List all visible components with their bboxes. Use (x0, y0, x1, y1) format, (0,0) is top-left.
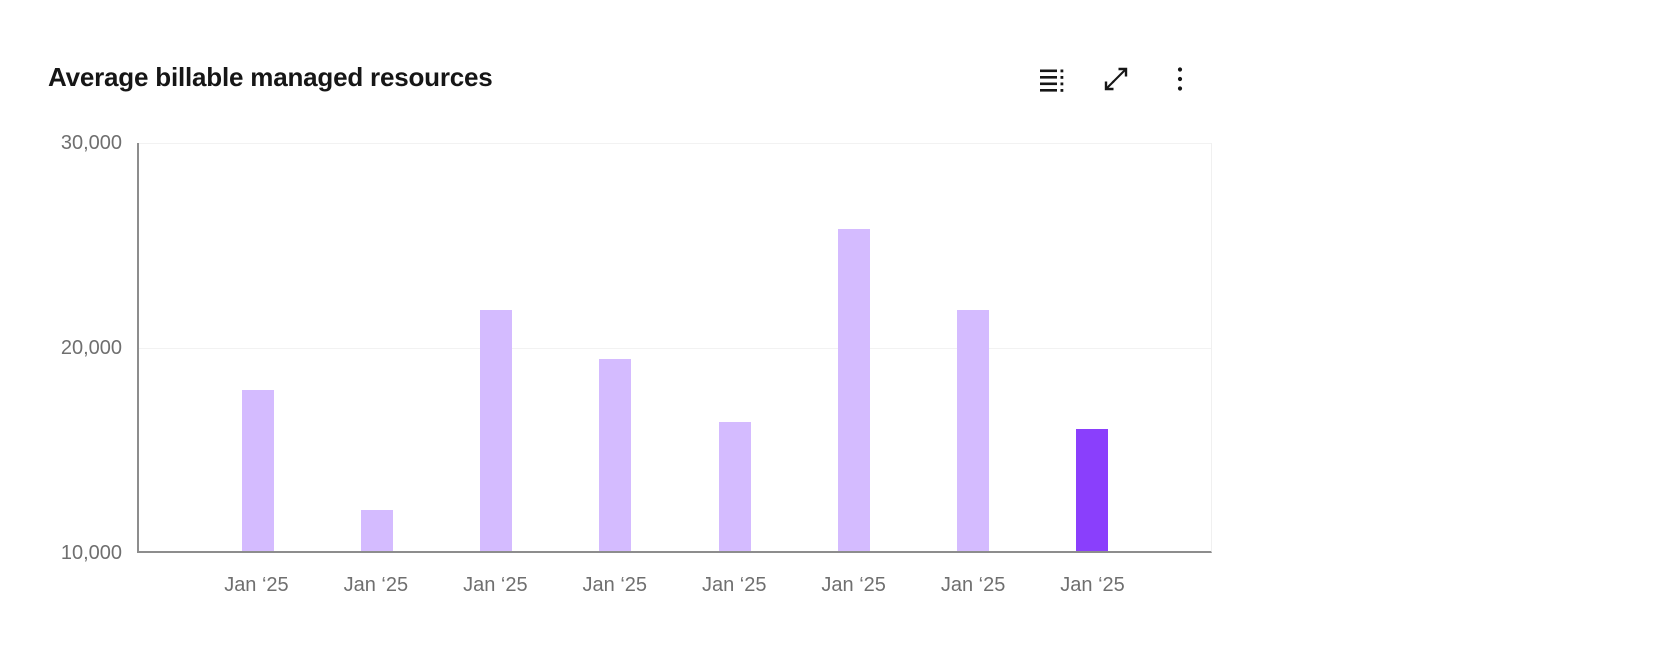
chart-options-button[interactable] (1156, 59, 1204, 99)
y-tick-label: 20,000 (60, 337, 122, 359)
x-tick-label: Jan ‘25 (224, 574, 289, 596)
bar[interactable] (718, 422, 751, 551)
bar-highlighted[interactable] (1075, 428, 1108, 551)
chart-toolbar (1028, 59, 1204, 99)
x-tick-label: Jan ‘25 (1060, 574, 1125, 596)
x-tick-label: Jan ‘25 (940, 574, 1006, 596)
bar[interactable] (956, 310, 989, 551)
x-tick-label: Jan ‘25 (463, 574, 528, 596)
plot-area (137, 143, 1212, 553)
x-tick-label: Jan ‘25 (343, 574, 409, 596)
bar[interactable] (242, 389, 275, 551)
x-axis-labels: Jan ‘25 Jan ‘25 Jan ‘25 Jan ‘25 Jan ‘25 Jan ‘… (137, 573, 1212, 599)
show-data-table-button[interactable] (1028, 59, 1076, 99)
expand-icon (1101, 64, 1131, 94)
overflow-menu-icon (1166, 65, 1194, 93)
x-tick-label: Jan ‘25 (701, 574, 767, 596)
x-tick-label: Jan ‘25 (821, 574, 886, 596)
bar[interactable] (837, 228, 870, 551)
gridline (139, 143, 1211, 144)
y-tick-label: 10,000 (60, 542, 122, 564)
y-tick-label: 30,000 (60, 132, 122, 154)
bar[interactable] (361, 510, 394, 551)
expand-chart-button[interactable] (1092, 59, 1140, 99)
chart-title: Average billable managed resources (48, 62, 493, 92)
bar[interactable] (480, 310, 513, 551)
x-tick-label: Jan ‘25 (582, 574, 648, 596)
gridline (139, 348, 1211, 349)
data-table-icon (1038, 65, 1066, 93)
bar[interactable] (599, 359, 632, 551)
